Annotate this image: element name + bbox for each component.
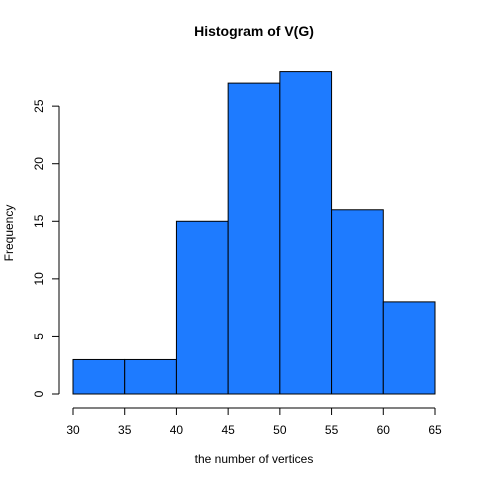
bars-group — [72, 71, 436, 395]
y-tick-label-5: 5 — [32, 333, 46, 340]
y-axis: 0 5 10 15 20 25 — [32, 99, 60, 397]
y-axis-label: Frequency — [2, 205, 16, 262]
histogram-bar-45-50 — [227, 82, 281, 395]
x-tick-label-30: 30 — [66, 423, 80, 437]
histogram-bar-60-65 — [382, 301, 436, 395]
x-tick-label-60: 60 — [377, 423, 391, 437]
y-tick-label-15: 15 — [32, 214, 46, 228]
x-tick-label-50: 50 — [273, 423, 287, 437]
x-axis-label: the number of vertices — [195, 452, 314, 466]
x-tick-label-40: 40 — [170, 423, 184, 437]
x-tick-label-35: 35 — [118, 423, 132, 437]
y-tick-label-10: 10 — [32, 272, 46, 286]
histogram-bar-30-35 — [72, 358, 126, 395]
histogram-bar-50-55 — [279, 71, 333, 395]
x-tick-label-45: 45 — [221, 423, 235, 437]
y-tick-label-0: 0 — [32, 390, 46, 397]
histogram-bar-55-60 — [331, 209, 384, 395]
histogram-bar-40-45 — [175, 220, 229, 395]
x-tick-label-55: 55 — [325, 423, 339, 437]
x-axis: 30 35 40 45 50 55 60 65 — [66, 407, 442, 437]
x-tick-label-65: 65 — [428, 423, 442, 437]
y-tick-label-25: 25 — [32, 99, 46, 113]
histogram-bar-35-40 — [124, 358, 177, 395]
chart-title: Histogram of V(G) — [194, 23, 314, 39]
y-tick-label-20: 20 — [32, 157, 46, 171]
